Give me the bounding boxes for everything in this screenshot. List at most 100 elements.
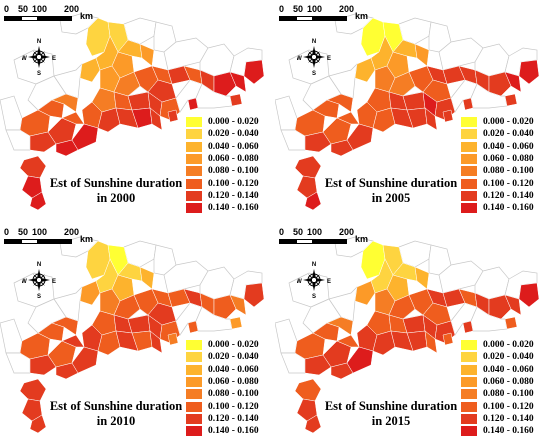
legend-item: 0.140 - 0.160 bbox=[186, 425, 259, 437]
legend-swatch bbox=[461, 166, 477, 177]
map-region bbox=[304, 354, 332, 376]
legend-item: 0.000 - 0.020 bbox=[186, 116, 259, 128]
map-region bbox=[19, 378, 47, 402]
legend-item: 0.100 - 0.120 bbox=[461, 400, 534, 412]
legend-item: 0.060 - 0.080 bbox=[461, 376, 534, 388]
scale-tick-0: 0 bbox=[4, 227, 10, 237]
legend-label: 0.020 - 0.040 bbox=[208, 129, 259, 140]
map-region-nodata bbox=[275, 95, 298, 131]
choropleth-map bbox=[275, 13, 540, 211]
legend-label: 0.100 - 0.120 bbox=[483, 401, 534, 412]
map-region-nodata bbox=[438, 260, 484, 294]
map-region bbox=[29, 131, 57, 153]
legend-label: 0.020 - 0.040 bbox=[483, 352, 534, 363]
map-region bbox=[346, 123, 374, 151]
scale-tick-50: 50 bbox=[18, 227, 29, 237]
map-region bbox=[390, 330, 414, 352]
map-title-line-2: in 2015 bbox=[371, 414, 411, 428]
compass-label-w: W bbox=[22, 56, 27, 62]
legend-label: 0.080 - 0.100 bbox=[208, 166, 259, 177]
compass-label-e: E bbox=[52, 279, 56, 285]
map-region bbox=[424, 330, 438, 354]
legend-swatch bbox=[186, 129, 202, 140]
map-region bbox=[229, 316, 243, 330]
map-region bbox=[414, 43, 430, 67]
legend-item: 0.040 - 0.060 bbox=[461, 141, 534, 153]
map-region bbox=[462, 97, 474, 111]
legend-item: 0.140 - 0.160 bbox=[461, 202, 534, 214]
legend: 0.000 - 0.020 0.020 - 0.040 0.040 - 0.060 0… bbox=[461, 116, 534, 214]
map-region bbox=[55, 362, 79, 380]
legend-label: 0.060 - 0.080 bbox=[208, 377, 259, 388]
map-region bbox=[19, 155, 47, 179]
scale-unit: km bbox=[355, 234, 369, 244]
scale-segment bbox=[21, 239, 38, 244]
legend-swatch bbox=[186, 352, 202, 363]
map-region-nodata bbox=[438, 37, 484, 71]
map-region bbox=[71, 123, 99, 151]
legend-item: 0.080 - 0.100 bbox=[461, 388, 534, 400]
map-region bbox=[243, 282, 265, 308]
map-region bbox=[388, 294, 416, 320]
compass-label-n: N bbox=[37, 262, 41, 268]
scale-bar: 0 50 100 200 km bbox=[4, 4, 104, 28]
legend-label: 0.060 - 0.080 bbox=[208, 154, 259, 165]
compass-label-s: S bbox=[312, 294, 316, 299]
legend-label: 0.040 - 0.060 bbox=[208, 364, 259, 375]
legend-label: 0.120 - 0.140 bbox=[483, 413, 534, 424]
legend: 0.000 - 0.020 0.020 - 0.040 0.040 - 0.060 0… bbox=[186, 339, 259, 437]
legend-item: 0.120 - 0.140 bbox=[461, 190, 534, 202]
map-region bbox=[504, 294, 522, 316]
legend-swatch bbox=[461, 129, 477, 140]
map-region bbox=[187, 320, 199, 334]
map-region bbox=[139, 266, 155, 290]
legend-item: 0.080 - 0.100 bbox=[186, 165, 259, 177]
legend-swatch bbox=[461, 426, 477, 437]
map-title-line-1: Est of Sunshine duration bbox=[49, 176, 183, 190]
legend-item: 0.100 - 0.120 bbox=[461, 177, 534, 189]
legend-label: 0.060 - 0.080 bbox=[483, 154, 534, 165]
legend-label: 0.000 - 0.020 bbox=[208, 340, 259, 351]
legend: 0.000 - 0.020 0.020 - 0.040 0.040 - 0.060 0… bbox=[461, 339, 534, 437]
map-region bbox=[29, 414, 47, 434]
scale-segment bbox=[296, 16, 313, 21]
map-region bbox=[354, 57, 376, 83]
scale-tick-0: 0 bbox=[279, 4, 285, 14]
map-title: Est of Sunshine duration in 2005 bbox=[311, 176, 471, 206]
map-region bbox=[167, 332, 179, 346]
legend-item: 0.060 - 0.080 bbox=[186, 153, 259, 165]
legend-label: 0.120 - 0.140 bbox=[483, 190, 534, 201]
scale-bar: 0 50 100 200 km bbox=[279, 4, 379, 28]
legend-label: 0.060 - 0.080 bbox=[483, 377, 534, 388]
map-region bbox=[442, 332, 454, 346]
compass-label-s: S bbox=[312, 71, 316, 76]
legend-label: 0.100 - 0.120 bbox=[208, 178, 259, 189]
legend-swatch bbox=[461, 352, 477, 363]
map-region bbox=[117, 39, 143, 59]
legend-swatch bbox=[186, 377, 202, 388]
map-region bbox=[372, 107, 396, 133]
legend-item: 0.000 - 0.020 bbox=[186, 339, 259, 351]
compass-label-e: E bbox=[52, 56, 56, 62]
legend-swatch bbox=[186, 413, 202, 424]
map-title: Est of Sunshine duration in 2000 bbox=[36, 176, 196, 206]
scale-segment bbox=[313, 16, 347, 21]
map-title-line-1: Est of Sunshine duration bbox=[49, 399, 183, 413]
legend-item: 0.120 - 0.140 bbox=[186, 190, 259, 202]
map-region bbox=[392, 262, 418, 282]
map-region-nodata bbox=[163, 37, 209, 71]
map-region bbox=[149, 330, 163, 354]
scale-segment bbox=[279, 16, 296, 21]
legend-swatch bbox=[461, 364, 477, 375]
legend-swatch bbox=[461, 389, 477, 400]
map-region bbox=[51, 316, 79, 336]
map-region bbox=[442, 109, 454, 123]
legend-label: 0.080 - 0.100 bbox=[483, 389, 534, 400]
legend-swatch bbox=[186, 117, 202, 128]
legend-label: 0.020 - 0.040 bbox=[483, 129, 534, 140]
legend-swatch bbox=[461, 377, 477, 388]
map-title-line-2: in 2005 bbox=[371, 191, 411, 205]
compass-label-s: S bbox=[37, 71, 41, 76]
compass-label-e: E bbox=[327, 279, 331, 285]
